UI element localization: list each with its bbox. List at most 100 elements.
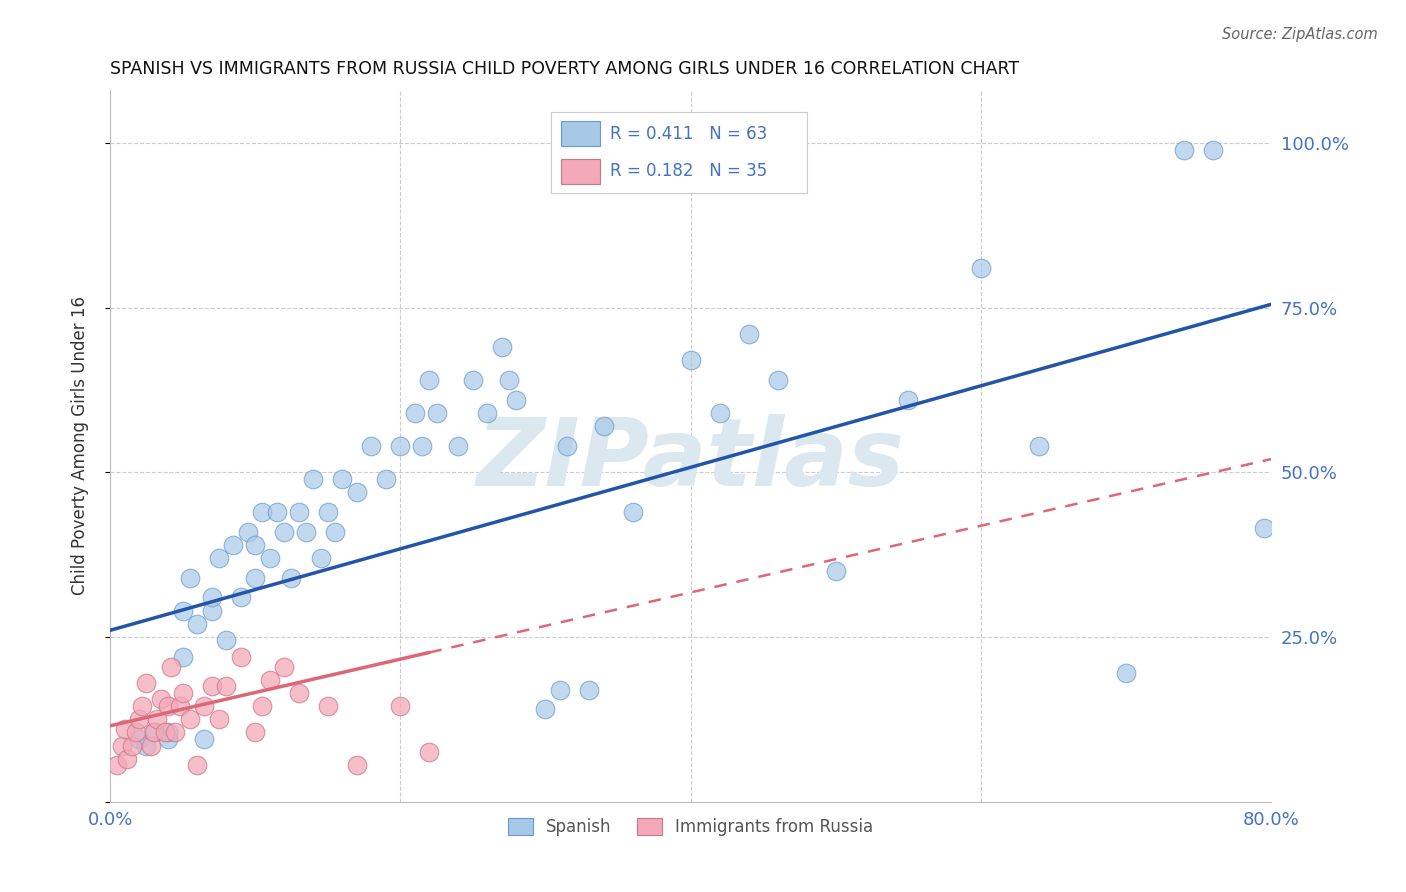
Point [222, 538, 245, 552]
Point [179, 571, 201, 585]
Point [316, 505, 339, 519]
Point [155, 725, 177, 739]
Point [970, 261, 993, 276]
Point [266, 505, 288, 519]
Point [323, 524, 346, 539]
Point [179, 712, 201, 726]
Point [498, 373, 520, 387]
Point [245, 571, 267, 585]
Point [145, 712, 167, 726]
Point [135, 676, 157, 690]
Point [309, 550, 332, 565]
Point [259, 673, 281, 687]
Point [1202, 143, 1225, 157]
Point [252, 505, 274, 519]
Point [897, 392, 920, 407]
Point [709, 406, 731, 420]
Point [548, 682, 571, 697]
Point [374, 472, 396, 486]
Point [418, 373, 440, 387]
Point [404, 406, 426, 420]
Point [491, 340, 513, 354]
Point [135, 739, 157, 753]
Point [280, 571, 302, 585]
Point [389, 699, 412, 714]
Point [245, 725, 267, 739]
Point [245, 538, 267, 552]
Point [505, 392, 527, 407]
Point [346, 758, 368, 772]
Point [193, 731, 215, 746]
Text: SPANISH VS IMMIGRANTS FROM RUSSIA CHILD POVERTY AMONG GIRLS UNDER 16 CORRELATION: SPANISH VS IMMIGRANTS FROM RUSSIA CHILD … [110, 60, 1019, 78]
Point [186, 758, 208, 772]
Point [824, 564, 846, 578]
Point [477, 406, 499, 420]
Point [360, 439, 382, 453]
Point [142, 725, 165, 739]
Point [287, 686, 309, 700]
Point [316, 699, 339, 714]
Point [418, 745, 440, 759]
Point [621, 505, 644, 519]
Point [346, 485, 368, 500]
Point [236, 524, 259, 539]
Point [1028, 439, 1050, 453]
Point [157, 725, 180, 739]
Point [208, 550, 231, 565]
Point [252, 699, 274, 714]
Point [330, 472, 353, 486]
Point [114, 722, 136, 736]
Point [1173, 143, 1195, 157]
Point [128, 731, 150, 746]
Point [302, 472, 325, 486]
Point [149, 692, 172, 706]
Point [160, 659, 183, 673]
Point [201, 679, 224, 693]
Point [125, 725, 148, 739]
Point [295, 524, 318, 539]
Point [534, 702, 557, 716]
Point [287, 505, 309, 519]
Legend: Spanish, Immigrants from Russia: Spanish, Immigrants from Russia [502, 812, 880, 843]
Point [128, 712, 150, 726]
Point [411, 439, 433, 453]
Point [186, 616, 208, 631]
Point [139, 739, 162, 753]
Point [426, 406, 449, 420]
Point [208, 712, 231, 726]
Point [157, 731, 180, 746]
Point [193, 699, 215, 714]
Point [201, 591, 224, 605]
Point [169, 699, 191, 714]
Point [1115, 666, 1137, 681]
Point [737, 326, 759, 341]
Point [592, 419, 614, 434]
Point [679, 353, 702, 368]
Point [105, 758, 128, 772]
Point [142, 725, 165, 739]
Point [157, 699, 180, 714]
Text: ZIPatlas: ZIPatlas [477, 414, 904, 506]
Point [259, 550, 281, 565]
Point [578, 682, 600, 697]
Point [273, 659, 295, 673]
Y-axis label: Child Poverty Among Girls Under 16: Child Poverty Among Girls Under 16 [72, 296, 89, 596]
Point [555, 439, 578, 453]
Point [447, 439, 470, 453]
Point [389, 439, 412, 453]
Point [215, 679, 238, 693]
Text: Source: ZipAtlas.com: Source: ZipAtlas.com [1222, 27, 1378, 42]
Point [165, 725, 187, 739]
Point [461, 373, 484, 387]
Point [111, 739, 134, 753]
Point [229, 591, 252, 605]
Point [172, 649, 194, 664]
Point [766, 373, 789, 387]
Point [273, 524, 295, 539]
Point [172, 604, 194, 618]
Point [215, 633, 238, 648]
Point [172, 686, 194, 700]
Point [201, 604, 224, 618]
Point [1253, 521, 1275, 535]
Point [117, 752, 139, 766]
